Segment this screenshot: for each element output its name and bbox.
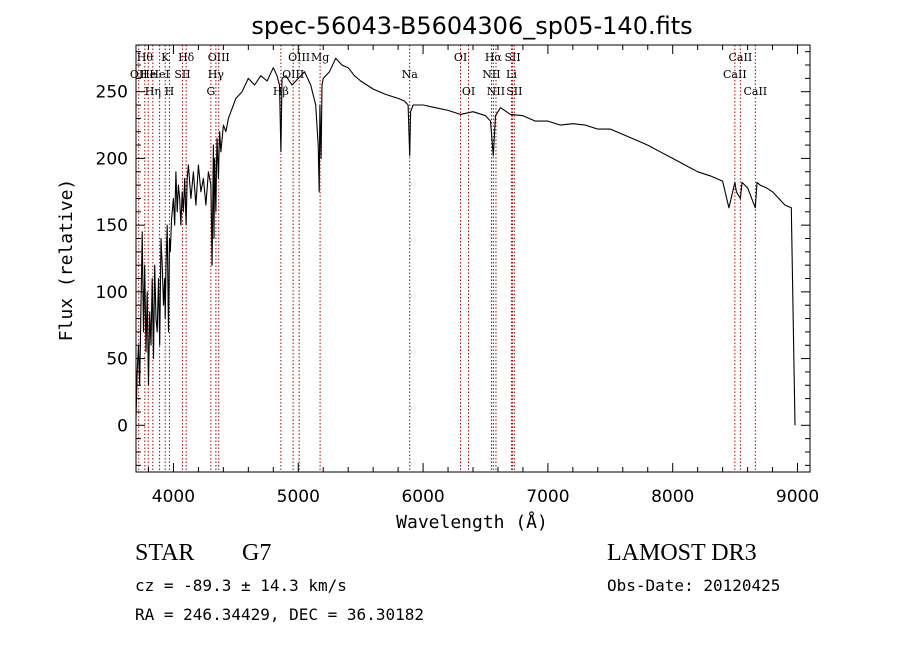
line-label: K [161,51,170,64]
line-label: CaII [743,85,767,98]
line-label: Hβ [273,85,289,98]
line-label: OIII [282,68,304,81]
line-label: CaII [729,51,753,64]
y-tick-label: 200 [96,149,128,169]
y-axis: 0 50 100 150 200 250 [96,51,810,466]
spectrum-series [135,57,796,426]
line-label: SII [174,68,190,81]
spectrum-line [135,57,796,426]
x-tick-label: 5000 [277,487,320,507]
y-tick-label: 0 [117,416,128,436]
line-label: Mg [311,51,329,64]
line-label: He [140,68,156,81]
line-label: NII [487,85,505,98]
y-tick-label: 100 [96,283,128,303]
x-tick-label: 7000 [526,487,569,507]
line-label: Na [402,68,419,81]
line-label: OI [462,85,475,98]
y-tick-label: 150 [96,216,128,236]
x-tick-label: 8000 [651,487,694,507]
line-label: OIII [208,51,230,64]
line-label: Hθ [137,51,154,64]
x-axis-label: Wavelength (Å) [396,511,548,533]
y-axis-label: Flux (relative) [56,179,77,342]
x-tick-label: 4000 [152,487,195,507]
line-label: Li [506,68,517,81]
line-label: G [206,85,215,98]
line-label: Hγ [208,68,225,81]
y-tick-label: 50 [106,350,128,370]
line-label: OII [130,68,148,81]
plot-frame [135,44,811,473]
object-class: STAR [135,540,195,566]
x-tick-label: 6000 [401,487,444,507]
coordinates: RA = 246.34429, DEC = 36.30182 [135,605,424,624]
line-label: OI [454,51,467,64]
line-label: NII [482,68,500,81]
redshift-readout: cz = -89.3 ± 14.3 km/s [135,576,347,595]
obs-date: Obs-Date: 20120425 [607,576,781,595]
survey-name: LAMOST DR3 [607,540,757,566]
object-subclass: G7 [242,540,272,566]
line-label: Hη [145,85,161,98]
line-label: HeI [149,68,169,81]
line-markers [138,45,756,472]
line-label: Hδ [178,51,195,64]
chart-title: spec-56043-B5604306_sp05-140.fits [251,12,692,40]
line-label: Hα [485,51,503,64]
y-tick-label: 250 [96,83,128,103]
line-label: SII [504,51,520,64]
line-label: OIII [288,51,310,64]
line-label: CaII [723,68,747,81]
line-label: SII [506,85,522,98]
x-tick-label: 9000 [776,487,819,507]
line-label: H [165,85,175,98]
x-axis: 4000 5000 6000 7000 8000 9000 [147,45,819,507]
